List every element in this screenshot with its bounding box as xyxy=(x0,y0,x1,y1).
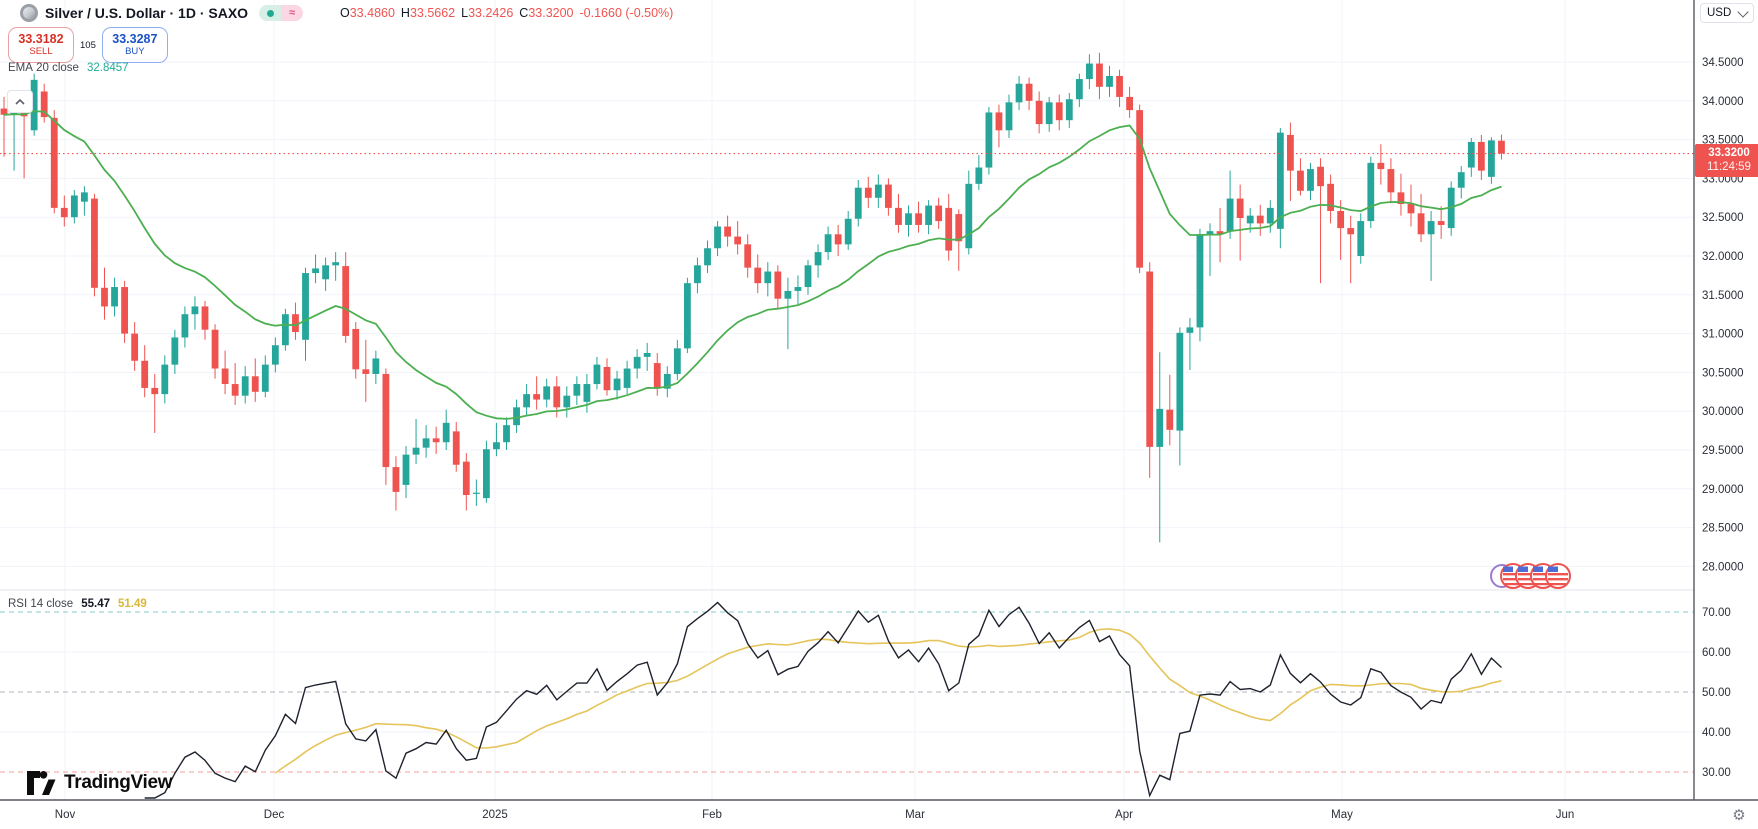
delayed-data-icon: ≈ xyxy=(281,5,304,21)
svg-text:28.0000: 28.0000 xyxy=(1702,561,1744,573)
svg-text:Dec: Dec xyxy=(264,809,285,821)
low-value: 33.2426 xyxy=(468,6,514,20)
candlestick-series[interactable] xyxy=(0,52,1505,543)
last-price-value: 33.3200 xyxy=(1708,147,1750,159)
market-status-pill[interactable]: ≈ xyxy=(259,5,304,21)
bar-countdown: 11:24:59 xyxy=(1707,161,1751,174)
svg-text:Feb: Feb xyxy=(702,809,722,821)
ohlc-readout: O33.4860 H33.5662 L33.2426 C33.3200 -0.1… xyxy=(340,4,673,22)
svg-text:30.0000: 30.0000 xyxy=(1702,406,1744,418)
svg-text:32.0000: 32.0000 xyxy=(1702,251,1744,263)
rsi-name: RSI 14 close xyxy=(8,598,74,610)
ema-value: 32.8457 xyxy=(86,62,129,74)
currency-selector[interactable]: USD xyxy=(1700,3,1754,23)
ema-name: EMA 20 close xyxy=(8,62,79,74)
svg-text:30.00: 30.00 xyxy=(1702,767,1731,779)
close-label: C xyxy=(519,6,529,20)
svg-text:60.00: 60.00 xyxy=(1702,647,1731,659)
close-value: 33.3200 xyxy=(528,6,574,20)
svg-text:29.5000: 29.5000 xyxy=(1702,445,1744,457)
gridlines xyxy=(0,0,1694,800)
tradingview-logo-text: TradingView xyxy=(64,772,173,793)
chevron-up-icon xyxy=(15,98,25,105)
svg-text:May: May xyxy=(1331,809,1353,821)
open-value: 33.4860 xyxy=(349,6,395,20)
rsi-axis-labels[interactable]: 70.00 60.00 50.00 40.00 30.00 xyxy=(1702,607,1731,779)
svg-text:70.00: 70.00 xyxy=(1702,607,1731,619)
market-open-icon xyxy=(259,5,282,21)
rsi-line[interactable] xyxy=(144,601,1502,799)
low-label: L xyxy=(461,6,469,20)
svg-text:40.00: 40.00 xyxy=(1702,727,1731,739)
chevron-down-icon xyxy=(1737,5,1749,18)
last-price-badge: 33.3200 11:24:59 xyxy=(1695,144,1758,177)
buy-label: BUY xyxy=(125,45,145,57)
svg-text:31.0000: 31.0000 xyxy=(1702,329,1744,341)
rsi-value: 55.47 xyxy=(81,598,110,610)
svg-text:Apr: Apr xyxy=(1115,809,1133,821)
rsi-indicator-legend[interactable]: RSI 14 close 55.47 51.49 xyxy=(8,598,147,610)
sell-button[interactable]: 33.3182 SELL xyxy=(8,27,74,63)
svg-text:28.5000: 28.5000 xyxy=(1702,523,1744,535)
ema-line[interactable] xyxy=(3,110,1502,420)
svg-text:34.0000: 34.0000 xyxy=(1702,96,1744,108)
economic-event-flags[interactable] xyxy=(1486,560,1578,592)
sell-label: SELL xyxy=(29,45,53,57)
spread-value: 105 xyxy=(80,39,96,51)
high-label: H xyxy=(400,6,410,20)
time-axis-labels[interactable]: Nov Dec 2025 Feb Mar Apr May Jun xyxy=(55,809,1575,821)
svg-text:34.5000: 34.5000 xyxy=(1702,57,1744,69)
change-value: -0.1660 (-0.50%) xyxy=(579,6,674,20)
tradingview-logo-icon xyxy=(27,771,56,795)
tradingview-logo[interactable]: TradingView xyxy=(26,770,173,796)
svg-text:2025: 2025 xyxy=(482,809,508,821)
symbol-header: Silver / U.S. Dollar · 1D · SAXO ≈ xyxy=(20,2,304,24)
svg-text:30.5000: 30.5000 xyxy=(1702,367,1744,379)
trade-buttons: 33.3182 SELL 105 33.3287 BUY xyxy=(8,27,168,63)
open-label: O xyxy=(340,6,350,20)
svg-text:31.5000: 31.5000 xyxy=(1702,290,1744,302)
svg-text:32.5000: 32.5000 xyxy=(1702,212,1744,224)
buy-price: 33.3287 xyxy=(112,31,158,46)
svg-text:Nov: Nov xyxy=(55,809,76,821)
rsi-level-lines xyxy=(0,611,1694,773)
price-axis-labels[interactable]: 34.500034.000033.500033.000032.500032.00… xyxy=(1702,57,1744,573)
currency-label: USD xyxy=(1707,7,1732,19)
symbol-logo-icon xyxy=(20,4,38,22)
svg-text:33.5000: 33.5000 xyxy=(1702,135,1744,147)
buy-button[interactable]: 33.3287 BUY xyxy=(101,27,168,63)
rsi-ma-value: 51.49 xyxy=(118,598,147,610)
collapse-pane-button[interactable] xyxy=(7,90,33,113)
svg-text:29.0000: 29.0000 xyxy=(1702,484,1744,496)
ema-indicator-legend[interactable]: EMA 20 close 32.8457 xyxy=(8,62,129,74)
symbol-title[interactable]: Silver / U.S. Dollar · 1D · SAXO xyxy=(45,5,249,21)
svg-text:50.00: 50.00 xyxy=(1702,687,1731,699)
svg-text:Mar: Mar xyxy=(905,809,925,821)
svg-text:Jun: Jun xyxy=(1556,809,1575,821)
axis-settings-gear-icon[interactable]: ⚙ xyxy=(1732,807,1746,824)
sell-price: 33.3182 xyxy=(18,31,64,46)
us-flag-icon xyxy=(1545,563,1571,589)
high-value: 33.5662 xyxy=(409,6,456,20)
